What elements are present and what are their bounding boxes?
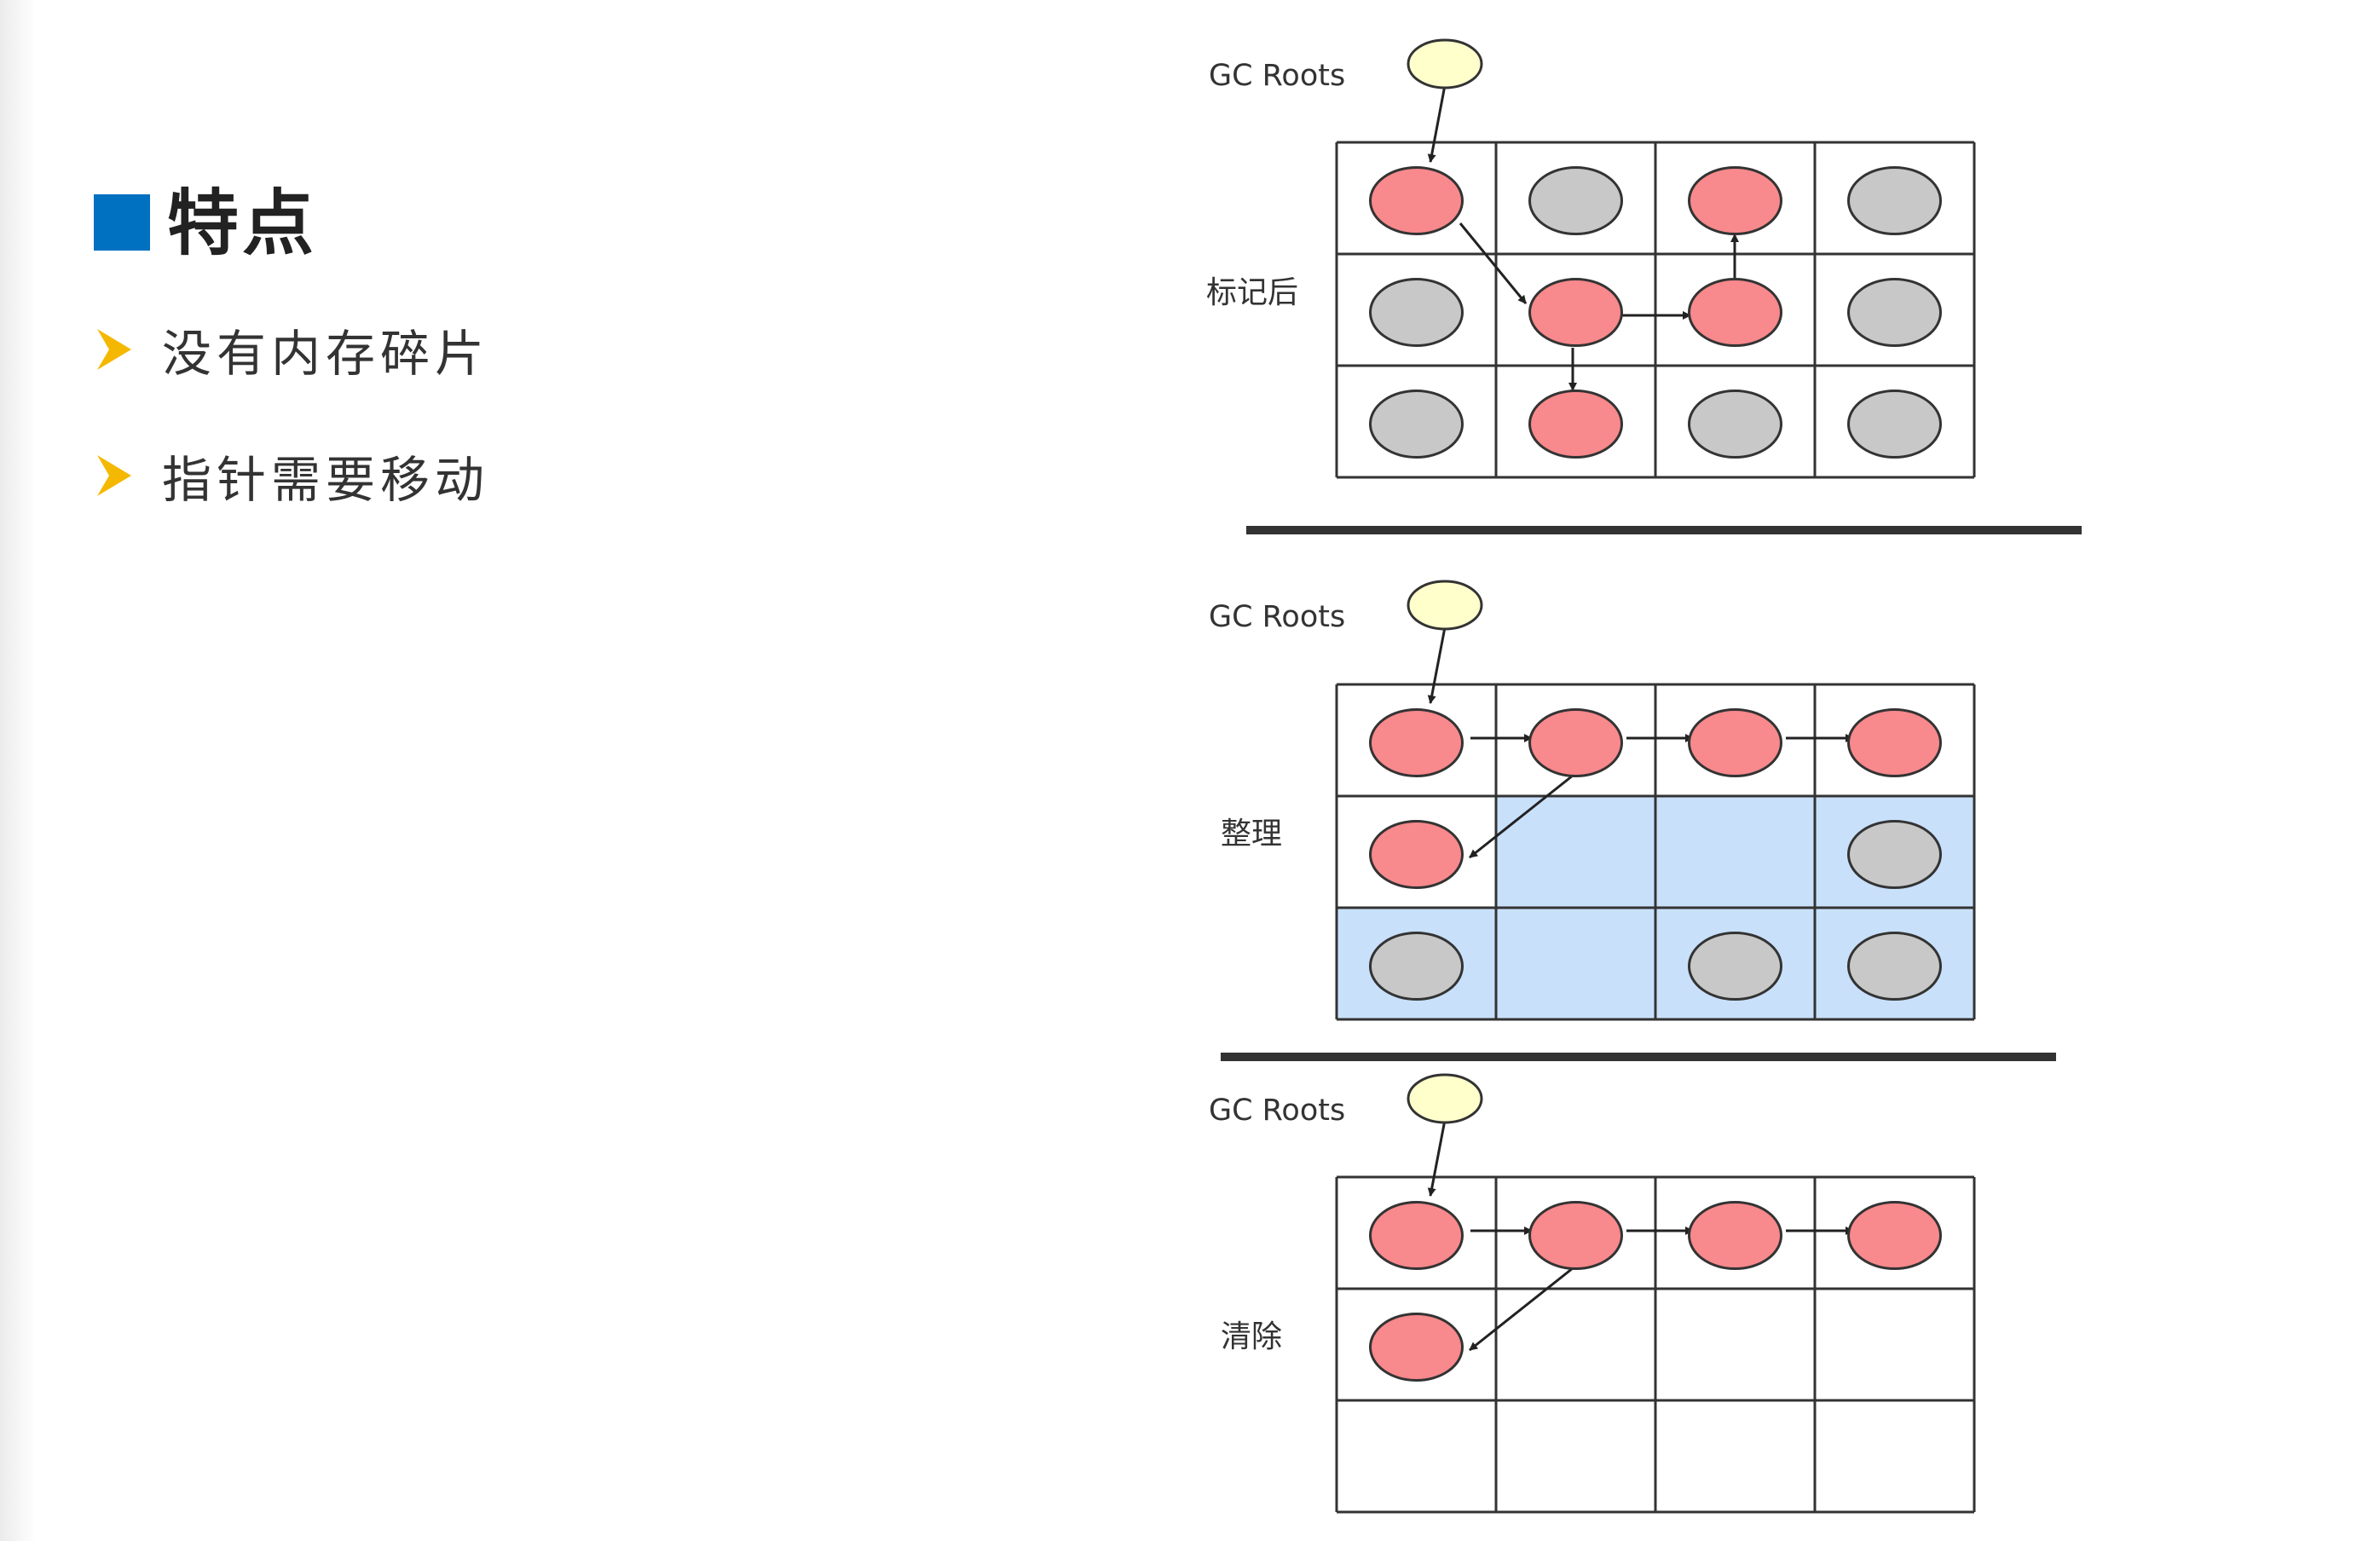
freed-cell: [1496, 908, 1655, 1019]
garbage-object-node: [1369, 932, 1464, 1001]
gc-root-node: [1407, 580, 1483, 631]
bullet-text: 指针需要移动: [162, 451, 490, 509]
live-object-node: [1688, 278, 1782, 347]
gc-root-node: [1407, 38, 1483, 89]
reference-arrow: [1469, 770, 1578, 859]
stage-label: 标记后: [1206, 275, 1298, 310]
reference-arrow: [1427, 1119, 1447, 1197]
arrow-bullet-icon: [97, 329, 131, 370]
garbage-object-node: [1528, 166, 1623, 235]
panel-marked: GC Roots 标记后: [1206, 38, 1976, 479]
garbage-object-node: [1847, 390, 1942, 459]
panel-compacted: GC Roots 整理: [1209, 580, 1976, 1021]
stage-label: 整理: [1221, 817, 1282, 851]
panel-cleared: GC Roots 清除: [1209, 1073, 1976, 1514]
live-object-node: [1528, 1201, 1623, 1270]
garbage-object-node: [1369, 390, 1464, 459]
live-object-node: [1688, 1201, 1782, 1270]
live-object-node: [1369, 1201, 1464, 1270]
garbage-object-node: [1847, 278, 1942, 347]
arrow-bullet-icon: [97, 455, 131, 496]
bullet-text: 没有内存碎片: [162, 325, 490, 383]
reference-arrow: [1427, 626, 1447, 704]
gc-root-node: [1407, 1073, 1483, 1124]
live-object-node: [1369, 1313, 1464, 1382]
reference-arrow: [1427, 84, 1447, 163]
freed-cell: [1496, 796, 1655, 908]
bullet-item: 没有内存碎片: [95, 315, 489, 384]
bullet-item: 指针需要移动: [95, 442, 489, 510]
garbage-object-node: [1847, 820, 1942, 889]
stage-label: 清除: [1221, 1319, 1282, 1354]
section-title: 特点: [167, 181, 318, 265]
live-object-node: [1369, 166, 1464, 235]
live-object-node: [1369, 708, 1464, 777]
gc-roots-label: GC Roots: [1209, 1094, 1345, 1128]
gc-roots-label: GC Roots: [1209, 600, 1345, 634]
garbage-object-node: [1847, 166, 1942, 235]
gc-roots-label: GC Roots: [1209, 59, 1345, 93]
slide-edge-shadow: [0, 0, 36, 1541]
section-heading: 特点: [94, 170, 317, 265]
garbage-object-node: [1688, 932, 1782, 1001]
live-object-node: [1369, 820, 1464, 889]
live-object-node: [1688, 708, 1782, 777]
live-object-node: [1847, 708, 1942, 777]
garbage-object-node: [1369, 278, 1464, 347]
live-object-node: [1528, 708, 1623, 777]
reference-arrow: [1469, 1263, 1578, 1352]
freed-cell: [1655, 796, 1815, 908]
garbage-object-node: [1847, 932, 1942, 1001]
reference-arrow: [1459, 222, 1528, 304]
garbage-object-node: [1688, 390, 1782, 459]
live-object-node: [1847, 1201, 1942, 1270]
live-object-node: [1528, 278, 1623, 347]
live-object-node: [1528, 390, 1623, 459]
square-bullet-icon: [94, 194, 150, 251]
live-object-node: [1688, 166, 1782, 235]
